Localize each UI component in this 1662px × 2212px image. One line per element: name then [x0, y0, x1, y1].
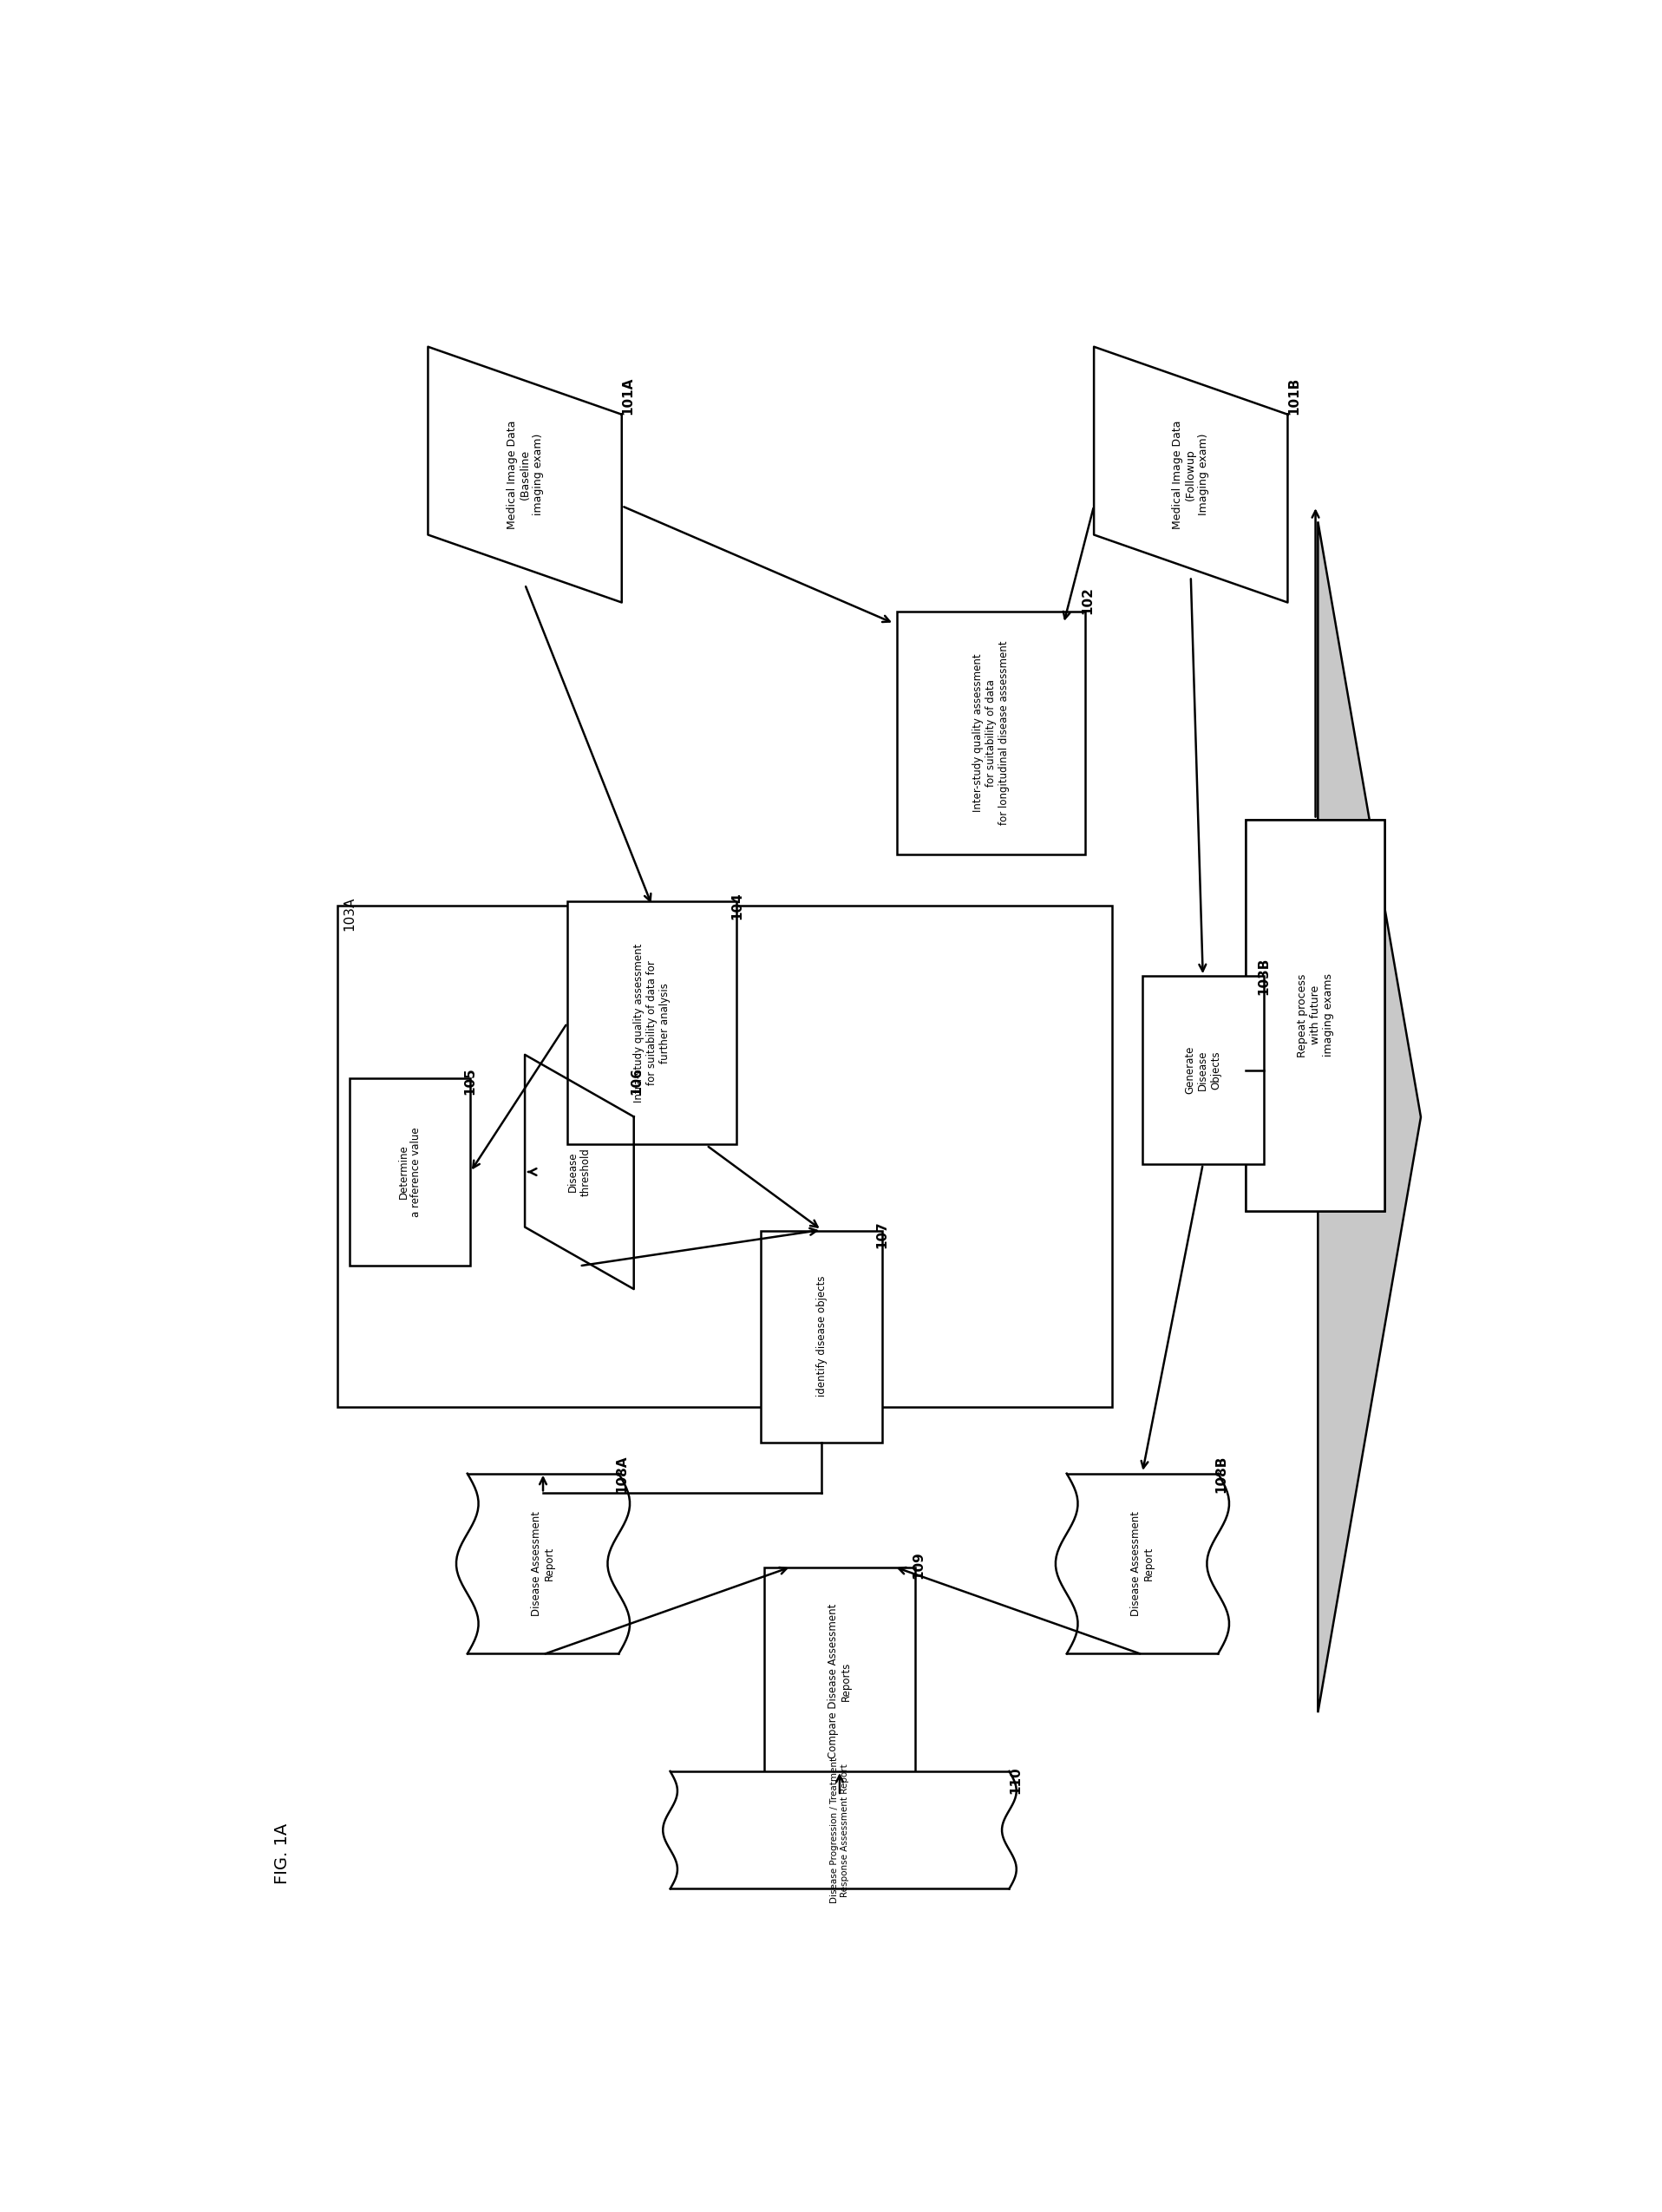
Polygon shape: [567, 902, 736, 1144]
Text: Generate
Disease
Objects: Generate Disease Objects: [1185, 1046, 1222, 1095]
Text: 107: 107: [876, 1221, 889, 1248]
Polygon shape: [349, 1077, 470, 1265]
Text: 101A: 101A: [622, 378, 635, 416]
Text: 101B: 101B: [1286, 378, 1300, 416]
Text: FIG. 1A: FIG. 1A: [274, 1823, 291, 1885]
Polygon shape: [1245, 818, 1384, 1212]
Text: Disease Progression / Treatment
Response Assessment Report: Disease Progression / Treatment Response…: [831, 1756, 849, 1902]
Text: 108B: 108B: [1215, 1455, 1228, 1493]
Text: Disease
threshold: Disease threshold: [567, 1148, 592, 1197]
Text: Repeat process
with future
imaging exams: Repeat process with future imaging exams: [1296, 973, 1335, 1057]
Polygon shape: [1142, 975, 1263, 1164]
Text: 108A: 108A: [615, 1455, 628, 1493]
Polygon shape: [765, 1568, 916, 1794]
Text: Disease Assessment
Report: Disease Assessment Report: [530, 1511, 555, 1617]
Text: 104: 104: [730, 891, 743, 920]
Polygon shape: [467, 1473, 618, 1655]
Text: 103B: 103B: [1256, 958, 1270, 995]
Text: Compare Disease Assessment
Reports: Compare Disease Assessment Reports: [828, 1604, 853, 1759]
Text: 110: 110: [1009, 1765, 1022, 1794]
Text: Inter-study quality assessment
for suitability of data
for longitudinal disease : Inter-study quality assessment for suita…: [972, 641, 1009, 825]
Polygon shape: [1245, 818, 1384, 1212]
Text: Intra-study quality assessment
for suitability of data for
further analysis: Intra-study quality assessment for suita…: [633, 945, 671, 1102]
Text: 103A: 103A: [342, 896, 356, 931]
Text: Determine
a reference value: Determine a reference value: [397, 1126, 422, 1217]
Text: Disease Assessment
Report: Disease Assessment Report: [1130, 1511, 1155, 1617]
Polygon shape: [1067, 1473, 1218, 1655]
Polygon shape: [670, 1772, 1009, 1889]
Text: 109: 109: [912, 1551, 924, 1579]
Polygon shape: [897, 613, 1085, 854]
Text: Medical Image Data
(Baseline
imaging exam): Medical Image Data (Baseline imaging exa…: [507, 420, 543, 529]
Text: Medical Image Data
(Followup
Imaging exam): Medical Image Data (Followup Imaging exa…: [1172, 420, 1210, 529]
Text: identify disease objects: identify disease objects: [816, 1276, 828, 1398]
Text: 105: 105: [464, 1066, 477, 1095]
Text: 106: 106: [630, 1066, 643, 1095]
Polygon shape: [1318, 522, 1421, 1712]
Text: 102: 102: [1082, 586, 1094, 613]
Polygon shape: [761, 1230, 883, 1442]
